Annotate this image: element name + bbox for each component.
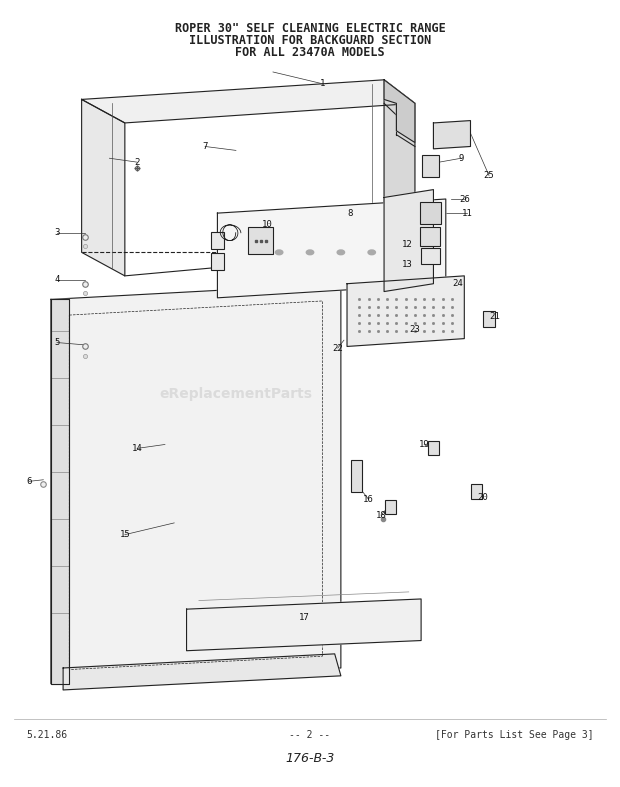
Polygon shape (82, 79, 415, 123)
Text: 13: 13 (402, 260, 413, 268)
Text: 23: 23 (410, 325, 420, 334)
FancyBboxPatch shape (211, 232, 224, 249)
Text: 5.21.86: 5.21.86 (26, 730, 67, 740)
Text: eReplacementParts: eReplacementParts (159, 386, 312, 401)
Text: 11: 11 (462, 209, 473, 218)
Ellipse shape (337, 250, 345, 255)
FancyBboxPatch shape (484, 311, 495, 327)
Text: 6: 6 (27, 477, 32, 486)
Polygon shape (384, 79, 415, 257)
Text: 7: 7 (202, 142, 208, 151)
Polygon shape (82, 99, 125, 276)
FancyBboxPatch shape (421, 249, 440, 264)
Text: 19: 19 (419, 440, 430, 449)
Text: 17: 17 (298, 612, 309, 622)
Text: 8: 8 (347, 209, 353, 218)
Ellipse shape (368, 250, 376, 255)
Text: 176-B-3: 176-B-3 (285, 752, 335, 765)
Polygon shape (187, 599, 421, 651)
Polygon shape (347, 276, 464, 346)
Polygon shape (63, 654, 341, 690)
Polygon shape (51, 283, 341, 684)
Text: 3: 3 (55, 228, 60, 237)
Text: 2: 2 (135, 157, 140, 167)
Polygon shape (433, 120, 471, 149)
Text: 21: 21 (490, 312, 500, 321)
FancyBboxPatch shape (471, 485, 482, 499)
Bar (248, 227, 273, 254)
Text: 26: 26 (459, 194, 470, 204)
Text: 14: 14 (132, 444, 143, 453)
Text: 25: 25 (484, 171, 494, 180)
Text: 20: 20 (477, 493, 488, 501)
FancyBboxPatch shape (422, 155, 439, 177)
Text: 1: 1 (320, 79, 325, 88)
Text: -- 2 --: -- 2 -- (290, 730, 330, 740)
Text: 18: 18 (376, 511, 386, 519)
Polygon shape (51, 299, 69, 684)
Polygon shape (218, 199, 446, 297)
Text: 24: 24 (453, 279, 464, 288)
FancyBboxPatch shape (211, 253, 224, 271)
FancyBboxPatch shape (420, 202, 441, 224)
FancyBboxPatch shape (351, 460, 362, 492)
Text: ILLUSTRATION FOR BACKGUARD SECTION: ILLUSTRATION FOR BACKGUARD SECTION (189, 34, 431, 47)
Text: 4: 4 (55, 275, 60, 284)
Text: 9: 9 (459, 153, 464, 163)
Text: 5: 5 (55, 338, 60, 347)
FancyBboxPatch shape (384, 501, 396, 514)
Text: 10: 10 (262, 220, 272, 229)
Polygon shape (384, 79, 415, 142)
Text: 22: 22 (332, 343, 343, 353)
Text: FOR ALL 23470A MODELS: FOR ALL 23470A MODELS (235, 46, 385, 59)
Text: ROPER 30" SELF CLEANING ELECTRIC RANGE: ROPER 30" SELF CLEANING ELECTRIC RANGE (175, 22, 445, 35)
Text: 12: 12 (402, 240, 413, 249)
FancyBboxPatch shape (428, 442, 439, 456)
Ellipse shape (306, 250, 314, 255)
Polygon shape (384, 190, 433, 291)
Text: 16: 16 (363, 495, 374, 504)
FancyBboxPatch shape (420, 227, 440, 246)
Text: [For Parts List See Page 3]: [For Parts List See Page 3] (435, 730, 594, 740)
Text: 15: 15 (120, 530, 130, 539)
Ellipse shape (275, 250, 283, 255)
